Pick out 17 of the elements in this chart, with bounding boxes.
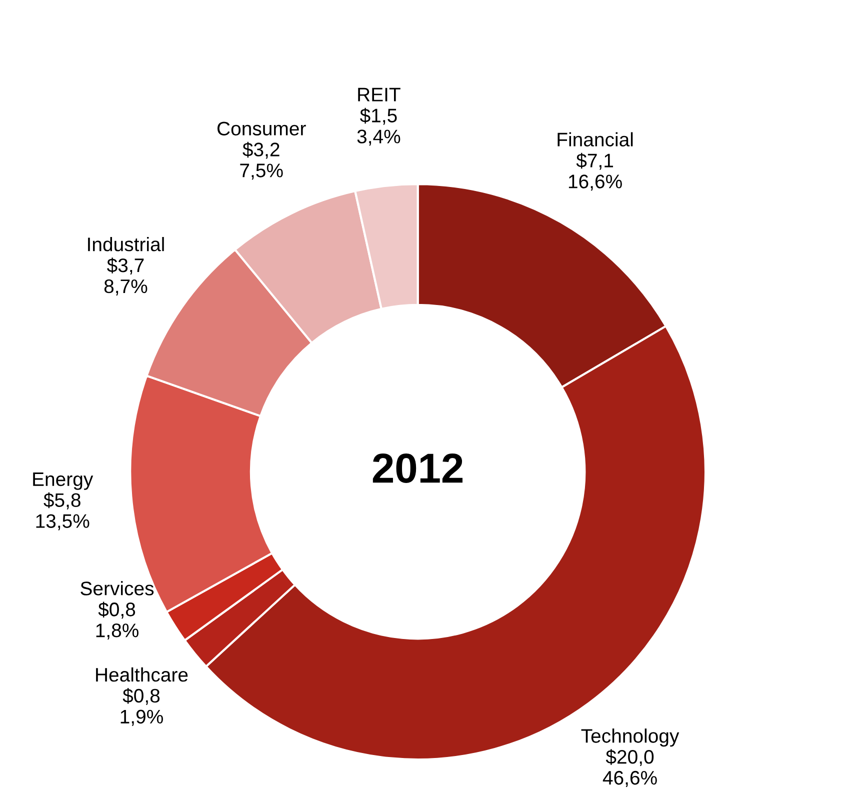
text: 2012 <box>372 453 462 483</box>
data-label: $3,2 7,5% <box>240 142 283 180</box>
data-label: $3,7 8,7% <box>104 258 148 296</box>
data-label: $5,8 13,5% <box>36 492 90 530</box>
data-label: $20,0 46,6% <box>602 749 657 787</box>
data-label: $0,8 1,8% <box>96 602 138 640</box>
slice-label: Technology <box>581 728 680 747</box>
slice-label: Healthcare <box>96 667 188 682</box>
slice-label: Financial <box>558 132 633 146</box>
data-label: $0,8 1,9% <box>120 688 163 726</box>
slice-label: Industrial <box>88 237 164 252</box>
data-label: $1,5 3,4% <box>357 108 400 146</box>
data-label: $7,1 16,6% <box>568 152 622 191</box>
slice-label: REIT <box>358 88 400 102</box>
slice-label: Services <box>80 581 154 596</box>
slice-label: Energy <box>33 472 94 490</box>
slice-label: Consumer <box>217 122 306 136</box>
